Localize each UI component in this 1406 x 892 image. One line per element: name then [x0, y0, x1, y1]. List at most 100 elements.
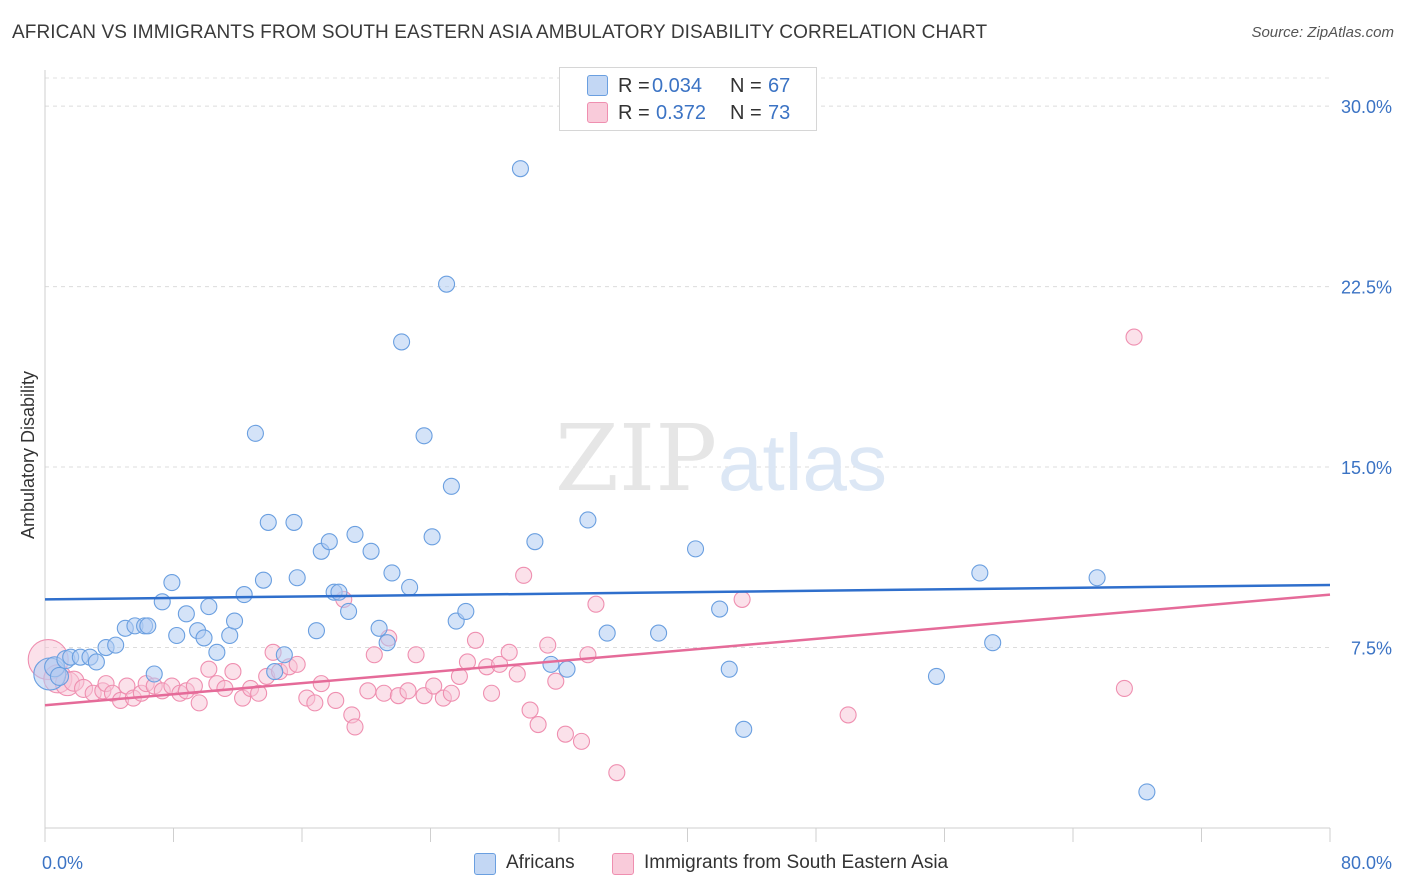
- y-axis-label: Ambulatory Disability: [18, 371, 38, 539]
- african-point: [393, 333, 411, 351]
- african-point: [285, 513, 303, 531]
- sea-point: [327, 691, 345, 710]
- sea-point: [407, 646, 425, 664]
- watermark-zip: ZIP: [555, 405, 717, 512]
- sea-points: [27, 328, 1143, 782]
- african-point: [145, 665, 163, 683]
- sea-point: [306, 694, 324, 712]
- legend-n-value: 67: [768, 74, 791, 97]
- legend-swatch-sea: [587, 102, 608, 123]
- african-point: [168, 626, 186, 645]
- sea-point: [359, 682, 377, 700]
- african-point: [362, 542, 380, 560]
- sea-point: [375, 684, 393, 702]
- legend-n-value: 73: [768, 101, 791, 124]
- bottom-legend-swatch-sea: [612, 853, 634, 875]
- grid-lines: [45, 77, 1330, 649]
- african-point: [735, 720, 753, 738]
- sea-point: [482, 684, 501, 702]
- african-point: [526, 533, 544, 551]
- african-point: [511, 160, 530, 178]
- african-point: [340, 602, 358, 620]
- african-point: [200, 598, 218, 616]
- sea-point: [515, 566, 533, 584]
- african-point: [208, 643, 226, 661]
- african-point: [1088, 569, 1106, 587]
- african-point: [225, 612, 244, 630]
- legend-n-label: N =: [730, 101, 762, 124]
- sea-point: [539, 636, 557, 654]
- african-point: [542, 655, 560, 673]
- sea-point: [608, 764, 626, 782]
- sea-point: [185, 677, 203, 695]
- x-tick-label: 80.0%: [1341, 853, 1392, 873]
- sea-point: [288, 655, 306, 673]
- y-tick-label: 15.0%: [1341, 458, 1392, 478]
- sea-point: [529, 715, 547, 734]
- sea-point: [556, 725, 574, 743]
- african-point: [107, 636, 125, 654]
- african-point: [307, 622, 326, 640]
- sea-point: [365, 646, 383, 664]
- legend-r-label: R =: [618, 74, 650, 97]
- legend-swatch-africans: [587, 75, 608, 96]
- y-tick-label: 22.5%: [1341, 278, 1392, 298]
- african-point: [415, 427, 433, 445]
- sea-point: [399, 682, 417, 700]
- african-point: [288, 569, 306, 587]
- african-point: [153, 593, 171, 611]
- sea-point: [425, 677, 443, 695]
- african-point: [401, 578, 419, 596]
- sea-point: [1115, 679, 1133, 697]
- legend-r-label: R =: [618, 101, 650, 124]
- sea-point: [587, 595, 605, 613]
- sea-point: [521, 701, 539, 719]
- african-point: [87, 653, 105, 671]
- african-point: [971, 564, 989, 582]
- african-point: [720, 660, 738, 678]
- african-point: [558, 660, 576, 678]
- bottom-legend-swatch-africans: [474, 853, 496, 875]
- african-point: [438, 275, 456, 293]
- sea-point: [466, 631, 485, 649]
- african-point: [378, 634, 396, 652]
- african-point: [254, 571, 273, 589]
- bottom-legend-label: Africans: [506, 852, 575, 873]
- african-point: [346, 525, 364, 543]
- bottom-legend-label: Immigrants from South Eastern Asia: [644, 852, 949, 873]
- sea-point: [1125, 328, 1143, 346]
- african-point: [139, 617, 157, 635]
- sea-point: [442, 684, 460, 702]
- sea-point: [312, 675, 330, 693]
- african-point: [1138, 783, 1156, 801]
- african-point: [246, 424, 264, 442]
- legend-n-label: N =: [730, 74, 762, 97]
- tick-labels: 7.5% 15.0% 22.5% 30.0% 0.0% 80.0%: [42, 97, 1392, 873]
- sea-point: [224, 663, 242, 681]
- african-point: [320, 533, 338, 551]
- african-point: [195, 629, 213, 647]
- african-point: [598, 624, 616, 642]
- sea-point: [500, 643, 518, 661]
- african-point: [423, 528, 441, 546]
- sea-point: [579, 646, 597, 664]
- african-point: [927, 667, 946, 685]
- sea-point: [250, 684, 268, 702]
- sea-point: [839, 706, 857, 724]
- african-point: [259, 513, 277, 531]
- sea-point: [572, 732, 591, 750]
- african-point: [163, 574, 181, 592]
- african-point: [235, 586, 253, 604]
- sea-point: [508, 665, 526, 683]
- african-point: [984, 634, 1002, 652]
- african-point: [579, 511, 597, 529]
- african-point: [221, 626, 239, 645]
- african-point: [370, 619, 388, 637]
- sea-point: [733, 590, 751, 608]
- watermark-atlas: atlas: [718, 418, 887, 507]
- chart-source: Source: ZipAtlas.com: [1251, 24, 1394, 41]
- african-point: [330, 583, 348, 601]
- sea-point: [547, 672, 565, 690]
- african-point: [457, 602, 475, 620]
- sea-point: [346, 718, 364, 736]
